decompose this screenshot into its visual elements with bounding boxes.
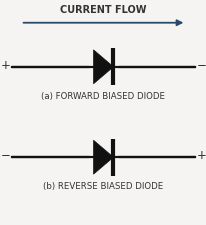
Text: (b) REVERSE BIASED DIODE: (b) REVERSE BIASED DIODE bbox=[43, 181, 163, 190]
Text: (a) FORWARD BIASED DIODE: (a) FORWARD BIASED DIODE bbox=[41, 91, 165, 100]
Text: +: + bbox=[196, 149, 206, 162]
Text: CURRENT FLOW: CURRENT FLOW bbox=[60, 5, 146, 15]
Polygon shape bbox=[93, 51, 113, 84]
Polygon shape bbox=[93, 141, 113, 174]
Text: +: + bbox=[0, 59, 10, 72]
Text: −: − bbox=[0, 149, 10, 162]
Text: −: − bbox=[196, 59, 206, 72]
